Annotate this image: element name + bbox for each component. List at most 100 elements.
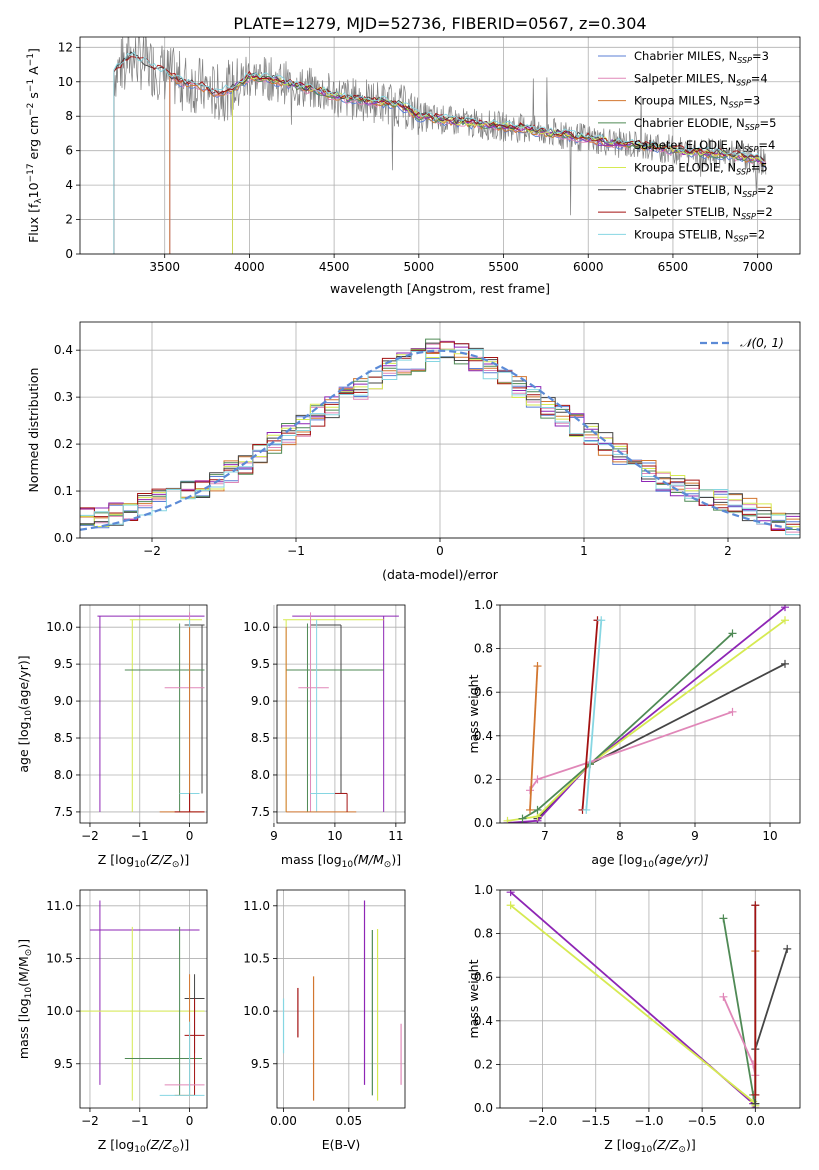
gaussian-reference-curve — [80, 349, 800, 531]
y-axis-label: Flux [fλ10−17 erg cm−2 s−1 A−1] — [26, 48, 44, 243]
legend-entry: Salpeter MILES, NSSP=4 — [634, 71, 768, 87]
x-tick-label: 0 — [186, 1114, 194, 1128]
x-tick-label: −1.5 — [581, 1114, 610, 1128]
x-tick-label: 0.0 — [746, 1114, 765, 1128]
x-tick-label: 6500 — [658, 260, 689, 274]
y-tick-label: 8.0 — [251, 768, 270, 782]
errorbars — [282, 900, 402, 1101]
y-tick-label: 0.2 — [474, 772, 493, 786]
histogram-step — [80, 341, 800, 531]
axes-frame — [79, 889, 208, 1109]
y-tick-label: 10.0 — [46, 620, 73, 634]
weight-line — [510, 904, 757, 1107]
axes-frame — [79, 36, 801, 255]
figure-title: PLATE=1279, MJD=52736, FIBERID=0567, z=0… — [233, 14, 646, 33]
y-axis-label: age [log10(age/yr)] — [16, 655, 34, 772]
x-tick-label: −1.0 — [634, 1114, 663, 1128]
y-tick-label: 9.0 — [54, 694, 73, 708]
y-tick-label: 12 — [58, 40, 73, 54]
x-tick-label: 3500 — [149, 260, 180, 274]
weight-line — [585, 620, 603, 810]
x-tick-label: 4500 — [319, 260, 350, 274]
y-tick-label: 8.0 — [54, 768, 73, 782]
y-tick-label: 0.4 — [474, 1014, 493, 1028]
x-tick-label: 10 — [762, 829, 777, 843]
weight-marker — [783, 944, 792, 953]
y-axis-label: Normed distribution — [26, 368, 41, 493]
x-tick-label: 0 — [436, 544, 444, 558]
y-tick-label: 4 — [65, 178, 73, 192]
y-tick-label: 0.3 — [54, 390, 73, 404]
y-axis-label: mass weight — [466, 674, 481, 753]
x-axis-label: Z [log10(Z/Z⊙)] — [604, 1137, 695, 1155]
x-axis-label: age [log10(age/yr)] — [591, 852, 708, 870]
y-tick-label: 0.0 — [54, 531, 73, 545]
legend-entry: Salpeter ELODIE, NSSP=4 — [634, 138, 775, 154]
legend-entry: Kroupa STELIB, NSSP=2 — [634, 227, 765, 243]
legend-entry: Kroupa ELODIE, NSSP=5 — [634, 161, 768, 177]
y-tick-label: 9.0 — [251, 694, 270, 708]
y-tick-label: 7.5 — [251, 805, 270, 819]
axes-frame — [276, 889, 406, 1109]
panel-age_vs_mass: 9 10 11 7.5 8.0 8.5 9.0 9.5 10.0 mass [log10(M/M⊙… — [243, 604, 406, 870]
weight-lines — [506, 890, 792, 1108]
model-spectrum-line — [113, 56, 765, 254]
y-tick-label: 7.5 — [54, 805, 73, 819]
x-tick-label: −0.5 — [688, 1114, 717, 1128]
y-tick-label: 8.5 — [251, 731, 270, 745]
y-tick-label: 11.0 — [243, 899, 270, 913]
weight-line — [754, 948, 789, 1104]
legend-entry: Chabrier ELODIE, NSSP=5 — [634, 116, 776, 132]
y-tick-label: 0.6 — [474, 685, 493, 699]
weight-marker — [781, 659, 789, 668]
weight-marker — [503, 816, 512, 823]
model-spectrum-line — [113, 51, 765, 254]
weight-line — [536, 663, 786, 820]
y-tick-label: 10.0 — [243, 1004, 270, 1018]
spectrum-lines — [113, 37, 767, 254]
y-tick-label: 0.0 — [474, 816, 493, 830]
x-axis-label: Z [log10(Z/Z⊙)] — [98, 1137, 189, 1155]
x-tick-label: −2.0 — [528, 1114, 557, 1128]
x-tick-label: 6000 — [573, 260, 604, 274]
y-tick-label: 0.0 — [474, 1101, 493, 1115]
legend-entry: 𝒩(0, 1) — [740, 336, 784, 350]
weight-marker — [506, 890, 515, 897]
x-axis-label: Z [log10(Z/Z⊙)] — [98, 852, 189, 870]
weight-line — [507, 619, 786, 822]
weight-marker — [728, 629, 737, 638]
x-axis-label: wavelength [Angstrom, rest frame] — [330, 281, 550, 296]
x-tick-label: 5000 — [404, 260, 435, 274]
y-tick-label: 10.0 — [243, 620, 270, 634]
x-tick-label: 0.00 — [270, 1114, 297, 1128]
weight-line — [507, 606, 786, 823]
y-tick-label: 10.5 — [46, 951, 73, 965]
x-tick-label: 9 — [691, 829, 699, 843]
x-axis-label: mass [log10(M/M⊙)] — [281, 852, 401, 870]
y-tick-label: 0.2 — [54, 437, 73, 451]
x-tick-label: −2 — [143, 544, 161, 558]
weight-marker — [597, 616, 606, 625]
y-axis-label: mass [log10(M/M⊙)] — [16, 939, 34, 1059]
panel-age_vs_Z: −2 −1 0 7.5 8.0 8.5 9.0 9.5 10.0 Z [log10(Z/Z⊙)] a… — [16, 604, 208, 870]
legend-entry: Salpeter STELIB, NSSP=2 — [634, 205, 773, 221]
weight-marker — [781, 616, 789, 625]
model-spectrum-line — [232, 73, 765, 254]
y-tick-label: 0.2 — [474, 1057, 493, 1071]
weight-marker — [506, 901, 515, 910]
legend-entry: Chabrier MILES, NSSP=3 — [634, 49, 769, 65]
x-tick-label: 9 — [270, 829, 278, 843]
panel-mass_weight_vs_Z: −2.0 −1.5 −1.0 −0.5 0.0 0.0 0.2 0.4 0.6 0.8 1.0 Z [… — [466, 883, 801, 1155]
y-axis-label: mass weight — [466, 959, 481, 1038]
x-tick-label: 2 — [724, 544, 732, 558]
axes-frame — [79, 604, 208, 824]
legend-entry: Chabrier STELIB, NSSP=2 — [634, 183, 774, 199]
x-tick-label: 10 — [327, 829, 342, 843]
weight-marker — [518, 814, 527, 823]
weight-line — [522, 632, 734, 820]
x-tick-label: −1 — [131, 829, 149, 843]
y-tick-label: 11.0 — [46, 899, 73, 913]
y-tick-label: 2 — [65, 213, 73, 227]
x-tick-label: 7 — [541, 829, 549, 843]
